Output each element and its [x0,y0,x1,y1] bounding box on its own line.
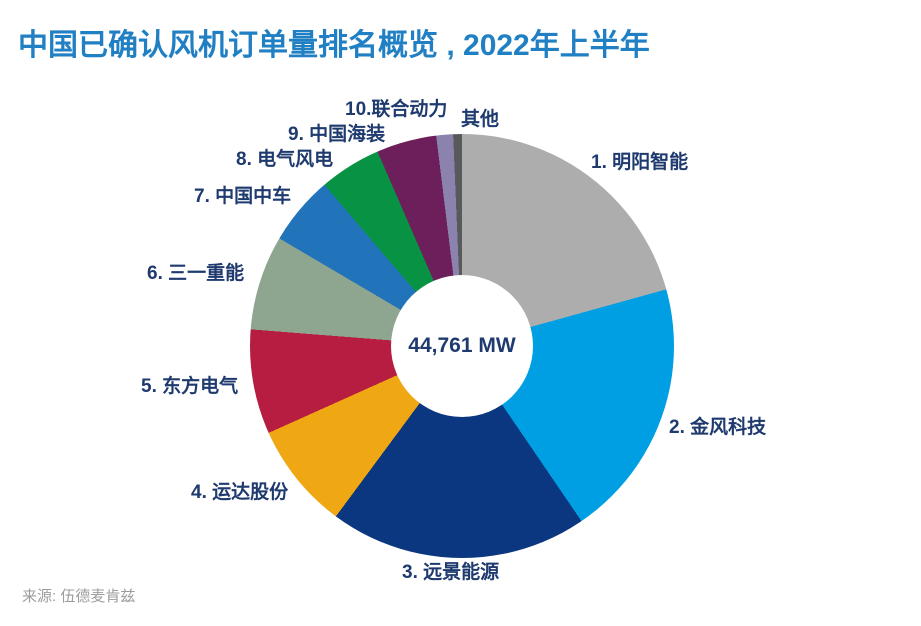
slice-label-cssc-haizhuang: 9. 中国海装 [288,124,386,145]
slice-label-sany-renewable-energy: 6. 三一重能 [147,263,245,284]
slice-label-envision-energy: 3. 远景能源 [402,562,500,583]
slice-label-others: 其他 [461,109,500,130]
total-capacity-label: 44,761 MW [408,334,516,357]
chart-title: 中国已确认风机订单量排名概览 , 2022年上半年 [18,29,650,62]
slice-label-shanghai-electric-wind: 8. 电气风电 [236,149,334,170]
slice-label-crrc: 7. 中国中车 [194,186,292,207]
donut-center-hole: 44,761 MW [391,275,533,417]
source-attribution: 来源: 伍德麦肯兹 [22,588,136,605]
slice-label-guodian-united-power: 10.联合动力 [345,99,448,120]
slice-label-windey: 4. 运达股份 [191,482,289,503]
slice-label-mingyang-smart-energy: 1. 明阳智能 [591,152,689,173]
donut-pie-chart: 44,761 MW [250,134,674,558]
slice-label-goldwind: 2. 金风科技 [669,417,767,438]
slice-label-dongfang-electric: 5. 东方电气 [141,376,239,397]
